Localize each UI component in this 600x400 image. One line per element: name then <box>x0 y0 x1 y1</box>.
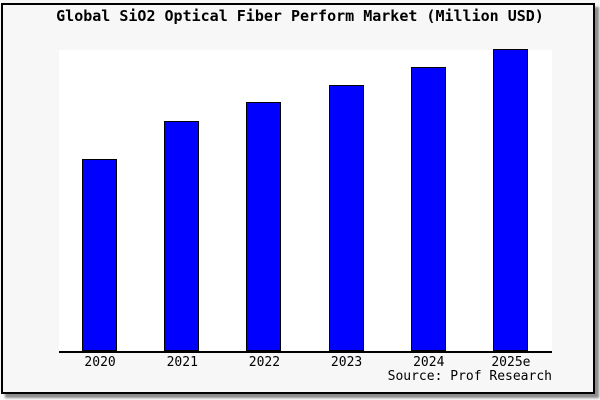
x-axis-label-2022: 2022 <box>248 355 281 370</box>
bar-2021 <box>164 121 200 351</box>
source-credit: Source: Prof Research <box>387 369 552 384</box>
bar-2020 <box>82 159 118 351</box>
plot-area <box>59 49 552 353</box>
x-axis-labels: 2020 2021 2022 2023 2024 2025e <box>59 355 552 370</box>
bar-2024 <box>410 67 446 351</box>
bar-2022 <box>246 102 282 351</box>
x-axis-label-2024: 2024 <box>413 355 445 370</box>
x-axis-label-2021: 2021 <box>166 355 198 370</box>
bar-2023 <box>328 85 364 351</box>
x-axis-label-2020: 2020 <box>84 355 116 370</box>
x-axis-label-2023: 2023 <box>330 355 363 370</box>
chart-title: Global SiO2 Optical Fiber Perform Market… <box>56 7 544 25</box>
bar-2025e <box>492 49 528 351</box>
x-axis-label-2025e: 2025e <box>491 355 531 370</box>
